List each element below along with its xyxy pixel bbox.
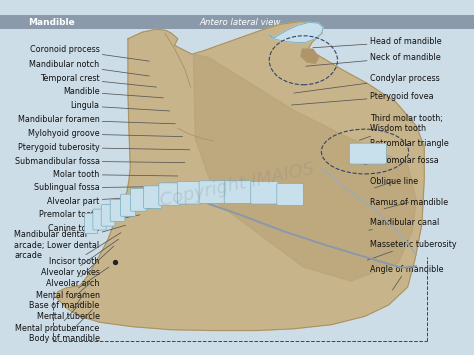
Text: Coronoid process: Coronoid process [30, 45, 149, 61]
Text: Alveolar yokes: Alveolar yokes [41, 239, 118, 278]
FancyBboxPatch shape [177, 181, 202, 204]
Text: Submandibular fossa: Submandibular fossa [15, 157, 185, 165]
Polygon shape [301, 49, 319, 63]
Text: Angle of mandible: Angle of mandible [370, 264, 443, 290]
Text: Pterygoid tuberosity: Pterygoid tuberosity [18, 143, 190, 152]
Text: Mental foramen: Mental foramen [36, 267, 109, 300]
Text: Temporal crest: Temporal crest [40, 73, 156, 87]
Text: Mental tubercle: Mental tubercle [36, 292, 100, 321]
FancyBboxPatch shape [110, 200, 125, 222]
FancyBboxPatch shape [251, 181, 278, 204]
Text: Third molar tooth;
Wisdom tooth: Third molar tooth; Wisdom tooth [359, 114, 443, 140]
Text: Mylohyoid groove: Mylohyoid groove [28, 129, 182, 138]
Text: Ramus of mandible: Ramus of mandible [370, 198, 448, 209]
Text: Mandibular foramen: Mandibular foramen [18, 115, 175, 124]
Text: Base of mandible: Base of mandible [29, 281, 100, 310]
FancyBboxPatch shape [349, 143, 386, 164]
Text: Oblique line: Oblique line [370, 177, 418, 188]
Text: Alveolar arch: Alveolar arch [46, 246, 114, 289]
Text: Molar tooth: Molar tooth [53, 170, 178, 179]
FancyBboxPatch shape [130, 189, 146, 211]
FancyBboxPatch shape [0, 15, 474, 29]
Polygon shape [269, 22, 323, 42]
Text: Masseteric tuberosity: Masseteric tuberosity [367, 240, 456, 260]
FancyBboxPatch shape [199, 181, 226, 203]
Polygon shape [56, 21, 424, 331]
Text: Condylar process: Condylar process [294, 73, 439, 93]
Text: Mental protuberance: Mental protuberance [15, 302, 100, 333]
Text: Retromolar triangle: Retromolar triangle [366, 139, 448, 153]
Text: Canine tooth: Canine tooth [48, 215, 140, 233]
Text: Mandibular canal: Mandibular canal [369, 218, 439, 230]
Text: Mandible: Mandible [28, 17, 75, 27]
Text: Mandible: Mandible [63, 87, 164, 98]
FancyBboxPatch shape [84, 213, 98, 234]
Text: Body of mandible: Body of mandible [28, 310, 100, 343]
FancyBboxPatch shape [93, 209, 106, 230]
Text: Copyright IMAIOS: Copyright IMAIOS [158, 160, 316, 210]
Text: Alveolar part: Alveolar part [47, 195, 164, 206]
Text: Head of mandible: Head of mandible [313, 37, 441, 48]
FancyBboxPatch shape [101, 204, 115, 226]
FancyBboxPatch shape [159, 183, 181, 206]
Text: Mandibular dental
arcade; Lower dental
arcade: Mandibular dental arcade; Lower dental a… [14, 225, 126, 260]
Text: Mandibular notch: Mandibular notch [29, 60, 149, 76]
Text: Retromolar fossa: Retromolar fossa [364, 156, 438, 165]
Text: Pterygoid fovea: Pterygoid fovea [292, 92, 433, 105]
Text: Antero lateral view: Antero lateral view [199, 17, 281, 27]
FancyBboxPatch shape [144, 186, 162, 208]
Text: Incisor tooth: Incisor tooth [49, 233, 121, 266]
FancyBboxPatch shape [277, 184, 303, 206]
FancyBboxPatch shape [224, 181, 252, 203]
Text: Premolar tooth: Premolar tooth [39, 207, 161, 219]
FancyBboxPatch shape [120, 194, 136, 216]
Text: Neck of mandible: Neck of mandible [306, 53, 440, 66]
Polygon shape [193, 54, 416, 281]
Text: Lingula: Lingula [71, 102, 170, 111]
Text: Sublingual fossa: Sublingual fossa [34, 184, 171, 192]
